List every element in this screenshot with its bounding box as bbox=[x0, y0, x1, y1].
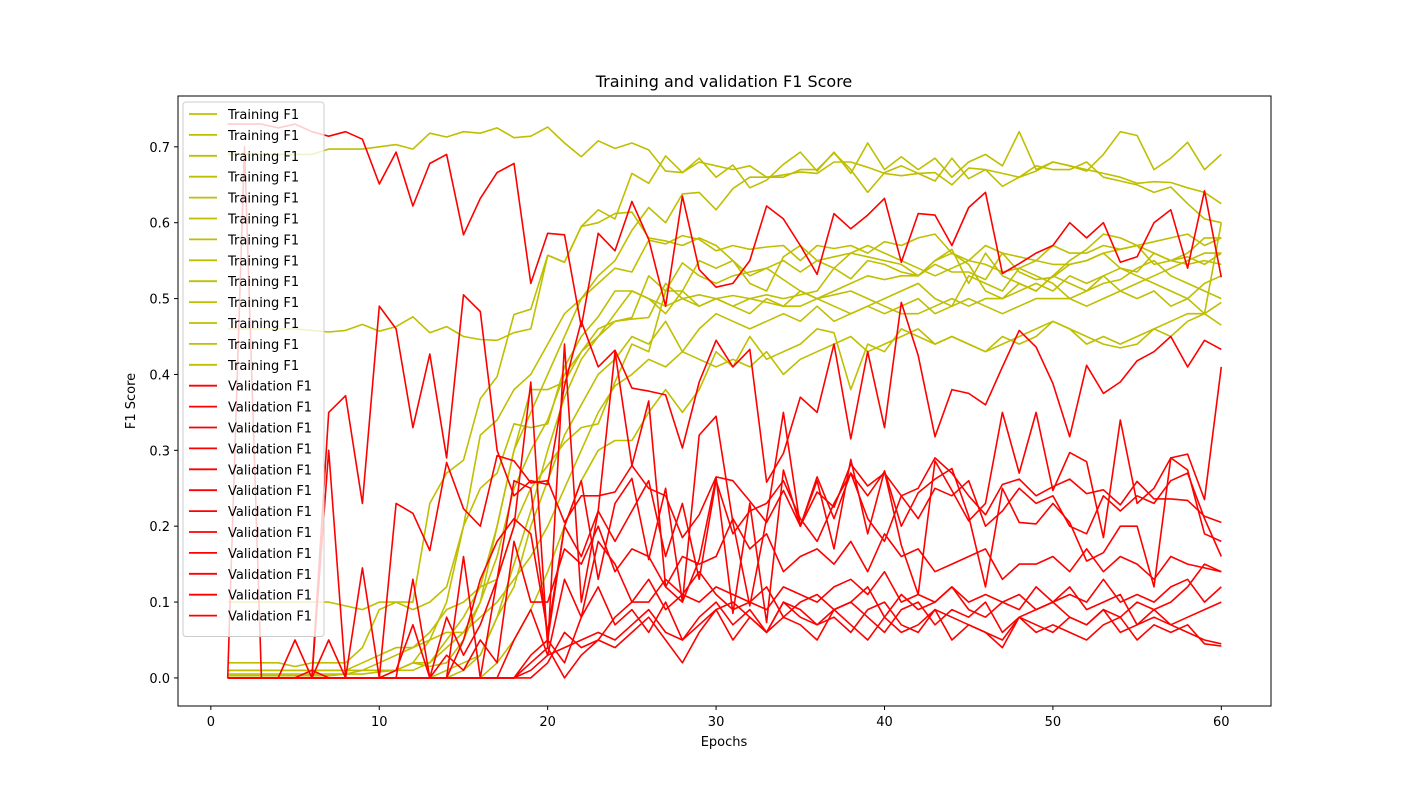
y-tick-label: 0.4 bbox=[149, 368, 170, 383]
legend-box bbox=[182, 101, 325, 637]
plot-frame bbox=[177, 95, 1272, 707]
y-tick-label: 0.3 bbox=[149, 444, 170, 459]
legend-label: Validation F1 bbox=[228, 526, 312, 541]
legend-label: Training F1 bbox=[227, 338, 299, 353]
legend-label: Training F1 bbox=[227, 213, 299, 228]
validation-series-line-25 bbox=[227, 608, 1222, 679]
y-tick-label: 0.5 bbox=[149, 293, 170, 308]
legend-label: Validation F1 bbox=[228, 568, 312, 583]
x-axis-ticks: 0 10 20 30 40 50 60 bbox=[207, 706, 1230, 730]
validation-series-line-17 bbox=[227, 343, 1223, 679]
training-series-line-13 bbox=[227, 244, 1222, 672]
y-tick-label: 0.6 bbox=[149, 217, 170, 232]
y-tick-label: 0.0 bbox=[149, 672, 170, 687]
chart-title: Training and validation F1 Score bbox=[595, 72, 853, 91]
y-tick-label: 0.2 bbox=[149, 520, 170, 535]
legend-label: Validation F1 bbox=[228, 422, 312, 437]
legend-label: Training F1 bbox=[227, 317, 299, 332]
y-axis-label: F1 Score bbox=[124, 373, 139, 429]
x-tick-label: 20 bbox=[539, 715, 556, 730]
legend-label: Training F1 bbox=[227, 296, 299, 311]
legend-label: Training F1 bbox=[227, 129, 299, 144]
y-tick-label: 0.7 bbox=[149, 141, 170, 156]
legend: Training F1 Training F1 Training F1 Trainin… bbox=[182, 101, 325, 637]
legend-label: Training F1 bbox=[227, 233, 299, 248]
legend-label: Validation F1 bbox=[228, 380, 312, 395]
legend-label: Validation F1 bbox=[228, 610, 312, 625]
legend-label: Validation F1 bbox=[228, 589, 312, 604]
legend-label: Training F1 bbox=[227, 275, 299, 290]
x-tick-label: 60 bbox=[1213, 715, 1230, 730]
validation-series-line-14 bbox=[227, 123, 1223, 328]
legend-label: Validation F1 bbox=[228, 484, 312, 499]
x-axis-label: Epochs bbox=[701, 735, 748, 750]
training-series-line-2 bbox=[227, 130, 1222, 342]
x-tick-label: 50 bbox=[1045, 715, 1062, 730]
training-series-line-7 bbox=[227, 233, 1222, 675]
series-layer bbox=[226, 123, 1223, 679]
x-tick-label: 30 bbox=[708, 715, 725, 730]
legend-label: Training F1 bbox=[227, 359, 299, 374]
legend-label: Training F1 bbox=[227, 254, 299, 269]
x-tick-label: 10 bbox=[371, 715, 388, 730]
legend-label: Validation F1 bbox=[228, 401, 312, 416]
y-tick-label: 0.1 bbox=[149, 596, 170, 611]
legend-label: Training F1 bbox=[227, 150, 299, 165]
legend-label: Validation F1 bbox=[228, 505, 312, 520]
legend-label: Training F1 bbox=[227, 171, 299, 186]
y-axis-ticks: 0.0 0.1 0.2 0.3 0.4 0.5 0.6 0.7 bbox=[149, 141, 178, 687]
legend-label: Training F1 bbox=[227, 108, 299, 123]
legend-label: Training F1 bbox=[227, 192, 299, 207]
validation-series-line-15 bbox=[226, 146, 1222, 679]
legend-label: Validation F1 bbox=[228, 463, 312, 478]
training-series-line-6 bbox=[227, 211, 1222, 668]
x-tick-label: 40 bbox=[876, 715, 893, 730]
x-tick-label: 0 bbox=[207, 715, 215, 730]
legend-label: Validation F1 bbox=[228, 442, 312, 457]
legend-label: Validation F1 bbox=[228, 547, 312, 562]
